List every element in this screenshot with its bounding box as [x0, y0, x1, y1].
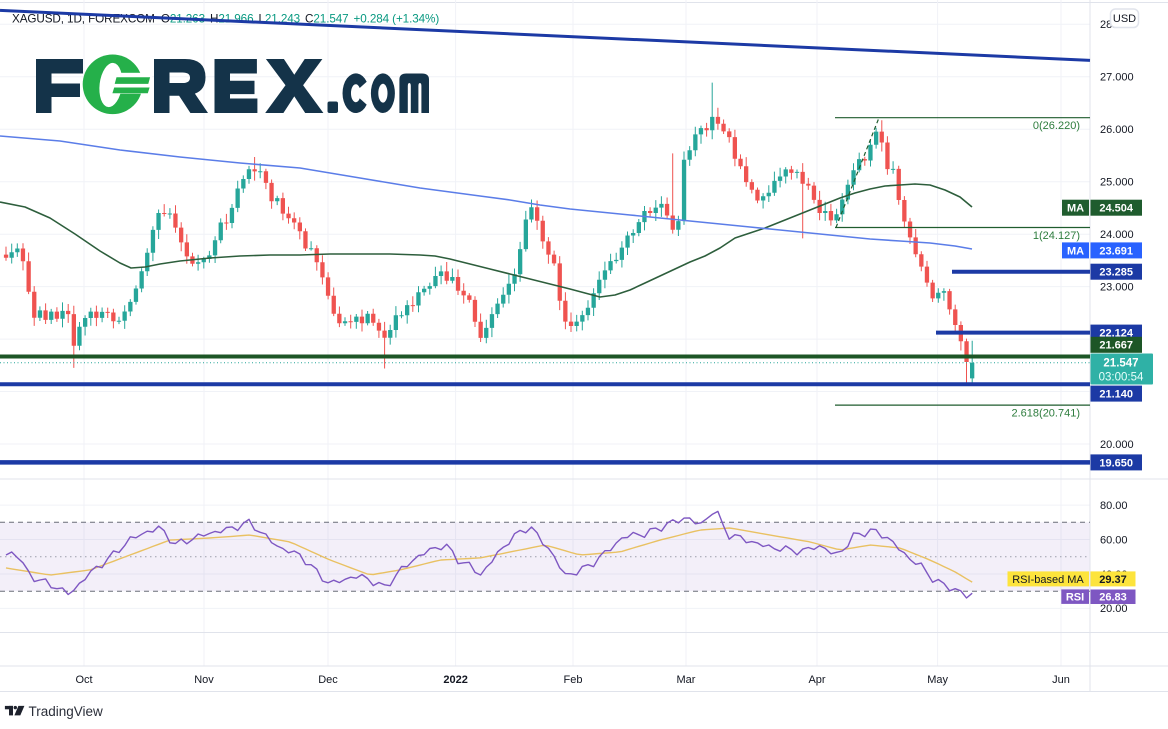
svg-text:20.000: 20.000 [1100, 439, 1134, 451]
svg-text:19.650: 19.650 [1099, 457, 1133, 469]
svg-text:24.000: 24.000 [1100, 229, 1134, 241]
svg-text:21.547: 21.547 [1103, 358, 1138, 370]
svg-text:26.000: 26.000 [1100, 124, 1134, 136]
svg-text:USD: USD [1113, 13, 1136, 25]
svg-text:Apr: Apr [808, 674, 825, 686]
svg-text:21.667: 21.667 [1099, 340, 1133, 352]
svg-text:21.140: 21.140 [1099, 389, 1133, 401]
svg-text:0(26.220): 0(26.220) [1033, 120, 1080, 132]
svg-text:29.37: 29.37 [1099, 574, 1127, 586]
svg-text:23.691: 23.691 [1099, 245, 1133, 257]
svg-text:May: May [927, 674, 948, 686]
svg-text:25.000: 25.000 [1100, 177, 1134, 189]
svg-text:20.00: 20.00 [1100, 603, 1128, 615]
svg-text:24.504: 24.504 [1099, 203, 1134, 215]
svg-text:23.000: 23.000 [1100, 281, 1134, 293]
svg-text:Jun: Jun [1052, 674, 1070, 686]
svg-text:22.124: 22.124 [1099, 328, 1134, 340]
svg-text:Oct: Oct [75, 674, 92, 686]
svg-text:RSI-based MA: RSI-based MA [1012, 574, 1084, 586]
svg-text:Feb: Feb [564, 674, 583, 686]
svg-text:TradingView: TradingView [29, 704, 104, 719]
svg-text:03:00:54: 03:00:54 [1099, 372, 1144, 384]
svg-text:Dec: Dec [318, 674, 338, 686]
svg-text:60.00: 60.00 [1100, 534, 1128, 546]
svg-text:2022: 2022 [443, 674, 467, 686]
svg-text:26.83: 26.83 [1099, 592, 1127, 604]
svg-text:MA: MA [1067, 203, 1084, 215]
svg-text:1(24.127): 1(24.127) [1033, 230, 1080, 242]
svg-text:27.000: 27.000 [1100, 72, 1134, 84]
svg-text:Mar: Mar [677, 674, 696, 686]
svg-text:80.00: 80.00 [1100, 500, 1128, 512]
svg-text:2.618(20.741): 2.618(20.741) [1012, 408, 1081, 420]
svg-text:Nov: Nov [194, 674, 214, 686]
svg-text:MA: MA [1067, 245, 1084, 257]
svg-text:RSI: RSI [1066, 591, 1084, 603]
svg-text:23.285: 23.285 [1099, 267, 1133, 279]
